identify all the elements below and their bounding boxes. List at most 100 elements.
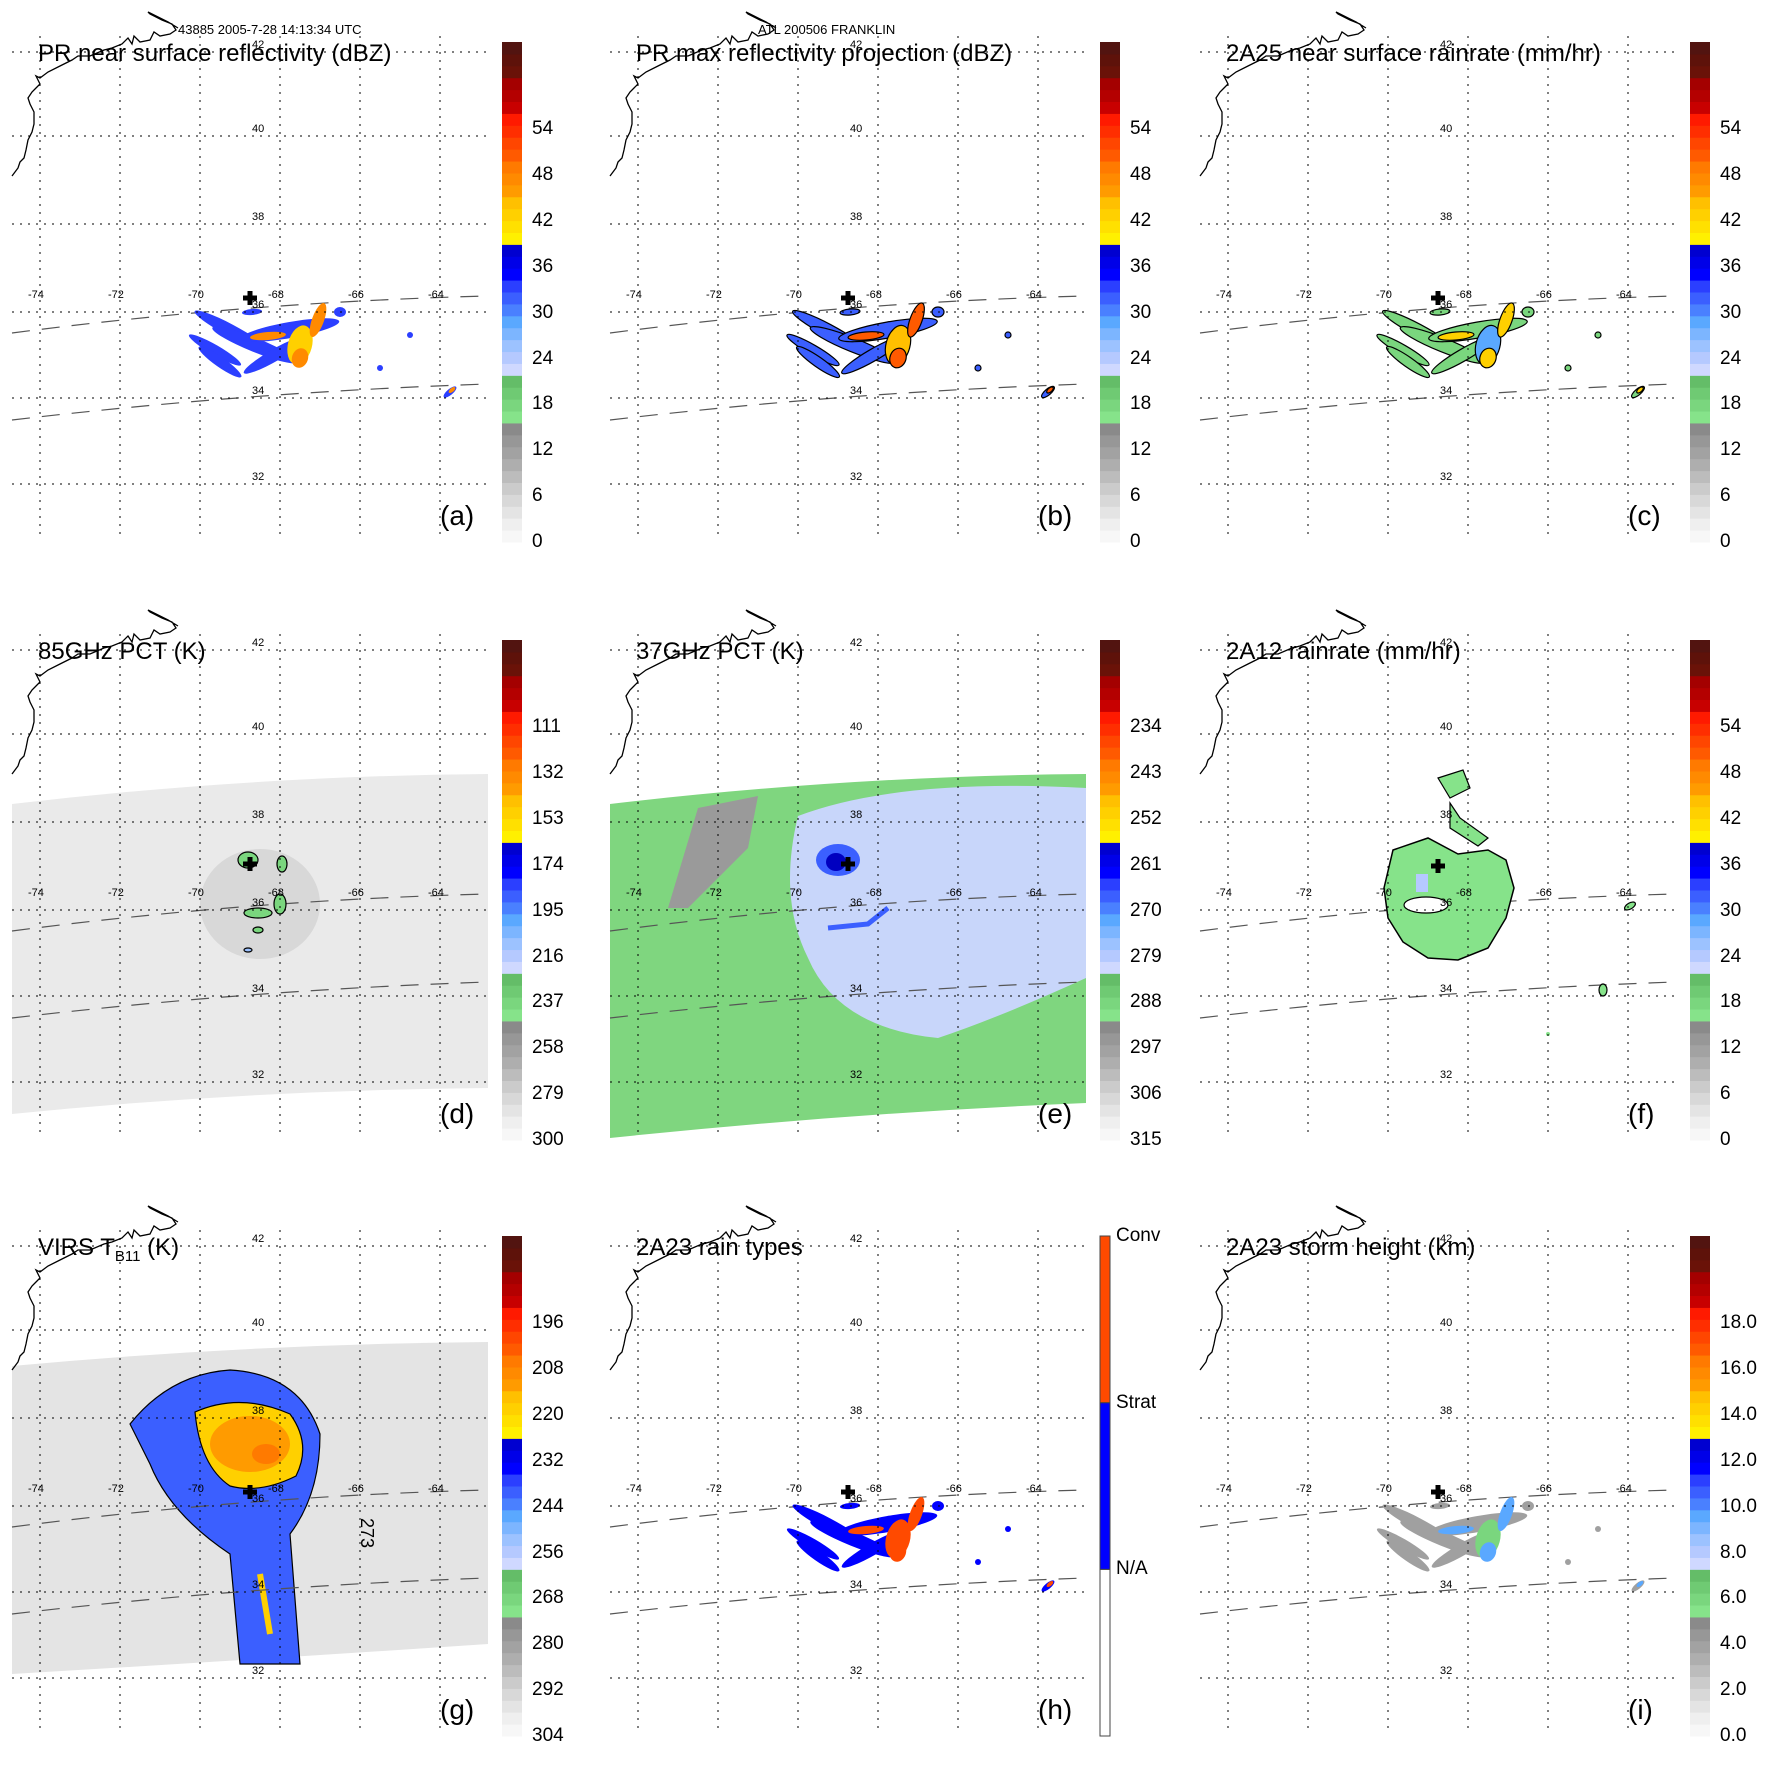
colorbar-swatch	[502, 125, 522, 138]
colorbar-tick-label: 36	[1130, 255, 1152, 277]
colorbar	[502, 42, 522, 543]
panel-title: 2A23 storm height (km)	[1226, 1234, 1476, 1261]
rain-cell	[907, 302, 925, 338]
map-panel-g: 304 292 280 268 256 244 232 220 208 196 -74 -72 -70 -…	[0, 1194, 564, 1745]
map-plot	[11, 1205, 522, 1737]
colorbar-tick-label: 12.0	[1720, 1449, 1757, 1471]
colorbar-swatch	[1690, 925, 1710, 939]
colorbar-swatch	[1690, 208, 1710, 222]
colorbar-swatch	[502, 53, 522, 67]
colorbar-swatch	[502, 782, 522, 796]
colorbar-tick-label: 0	[1720, 1129, 1731, 1150]
colorbar-swatch	[1690, 1259, 1710, 1273]
map-plot	[1199, 609, 1710, 1141]
colorbar-tick-label: 16.0	[1720, 1358, 1757, 1380]
lat-label: 38	[1440, 809, 1453, 821]
colorbar-swatch	[502, 482, 522, 495]
colorbar-swatch-na	[1099, 1568, 1111, 1737]
colorbar-swatch	[502, 399, 522, 412]
colorbar-swatch	[502, 1283, 522, 1297]
colorbar-swatch	[502, 1605, 522, 1618]
colorbar-tick-label: 42	[1720, 807, 1742, 829]
coastline	[11, 609, 179, 775]
colorbar-swatch	[1100, 399, 1120, 412]
colorbar-swatch	[1100, 137, 1120, 150]
colorbar-swatch	[502, 890, 522, 903]
lat-label: 32	[1440, 1665, 1453, 1677]
lat-label: 40	[1440, 721, 1453, 733]
colorbar-swatch	[1690, 458, 1710, 472]
storm-name-header: ATL 200506 FRANKLIN	[758, 22, 896, 37]
colorbar-swatch	[1100, 196, 1120, 210]
colorbar-tick-label: 54	[1720, 716, 1742, 738]
colorbar-swatch	[502, 208, 522, 222]
lat-label: 40	[1440, 123, 1453, 135]
colorbar-tick-label: 297	[1130, 1037, 1162, 1059]
plus-icon	[243, 1485, 257, 1499]
colorbar-swatch	[502, 640, 522, 653]
colorbar-swatch	[502, 711, 522, 724]
colorbar-tick-label: 288	[1130, 991, 1162, 1013]
rain-cell	[1598, 983, 1608, 997]
colorbar-swatch	[1690, 363, 1710, 376]
lon-label: -70	[1376, 289, 1392, 301]
rain-cell	[309, 302, 327, 338]
storm-region	[790, 785, 1086, 1038]
colorbar-swatch	[502, 1688, 522, 1701]
lat-label: 34	[252, 983, 265, 995]
colorbar-swatch	[1690, 244, 1710, 257]
colorbar-swatch	[1690, 1271, 1710, 1285]
panel-title-suffix: (K)	[140, 1234, 180, 1261]
lat-label: 36	[850, 897, 863, 909]
colorbar-tick-label: 42	[1130, 209, 1152, 231]
rain-cell	[1479, 1542, 1497, 1562]
colorbar-swatch	[502, 949, 522, 962]
colorbar-tick-label: 18	[532, 393, 554, 415]
colorbar-swatch	[1690, 699, 1710, 712]
rain-cell	[786, 1528, 840, 1560]
colorbar-tick-label: 36	[1720, 853, 1742, 875]
lon-label: -64	[1616, 1483, 1632, 1495]
colorbar-swatch	[1100, 1116, 1120, 1129]
colorbar-swatch	[502, 137, 522, 150]
lat-label: 40	[850, 721, 863, 733]
lat-label: 38	[850, 211, 863, 223]
panel-title: PR max reflectivity projection (dBZ)	[636, 40, 1013, 67]
colorbar-tick-label: 280	[532, 1633, 564, 1655]
colorbar-swatch	[1690, 518, 1710, 531]
colorbar-tick-label: 36	[532, 255, 554, 277]
colorbar-swatch	[1690, 172, 1710, 186]
panel-label: (f)	[1628, 1098, 1655, 1129]
colorbar-swatch	[1690, 220, 1710, 233]
colorbar-swatch	[502, 1307, 522, 1320]
colorbar-swatch	[1690, 782, 1710, 796]
lon-label: -72	[706, 1483, 722, 1495]
colorbar-swatch	[1690, 1605, 1710, 1618]
colorbar-swatch	[1690, 1044, 1710, 1058]
colorbar-swatch	[502, 759, 522, 772]
colorbar-swatch	[1690, 794, 1710, 808]
colorbar-swatch	[1690, 1378, 1710, 1392]
colorbar-swatch	[502, 818, 522, 831]
colorbar-swatch	[1690, 830, 1710, 843]
lon-label: -68	[1456, 1483, 1472, 1495]
panel-title: 85GHz PCT (K)	[38, 638, 206, 665]
colorbar-swatch	[1100, 997, 1120, 1010]
colorbar-swatch	[1100, 387, 1120, 400]
colorbar-swatch	[1100, 890, 1120, 903]
lat-label: 36	[252, 299, 265, 311]
colorbar-tick-label: 48	[1720, 164, 1742, 186]
colorbar-tick-label: 12	[1720, 1037, 1742, 1059]
colorbar-swatch	[502, 830, 522, 843]
colorbar-swatch	[1690, 315, 1710, 329]
coastline	[609, 609, 777, 775]
colorbar-swatch	[1690, 687, 1710, 701]
plus-icon	[1431, 1485, 1445, 1499]
colorbar-tick-label: 237	[532, 991, 564, 1013]
colorbar-swatch	[502, 747, 522, 760]
colorbar-swatch	[1690, 1009, 1710, 1022]
rain-cell	[1479, 347, 1497, 369]
colorbar-tick-label: 243	[1130, 762, 1162, 784]
cold-band	[257, 1573, 273, 1635]
colorbar-swatch	[1100, 747, 1120, 760]
